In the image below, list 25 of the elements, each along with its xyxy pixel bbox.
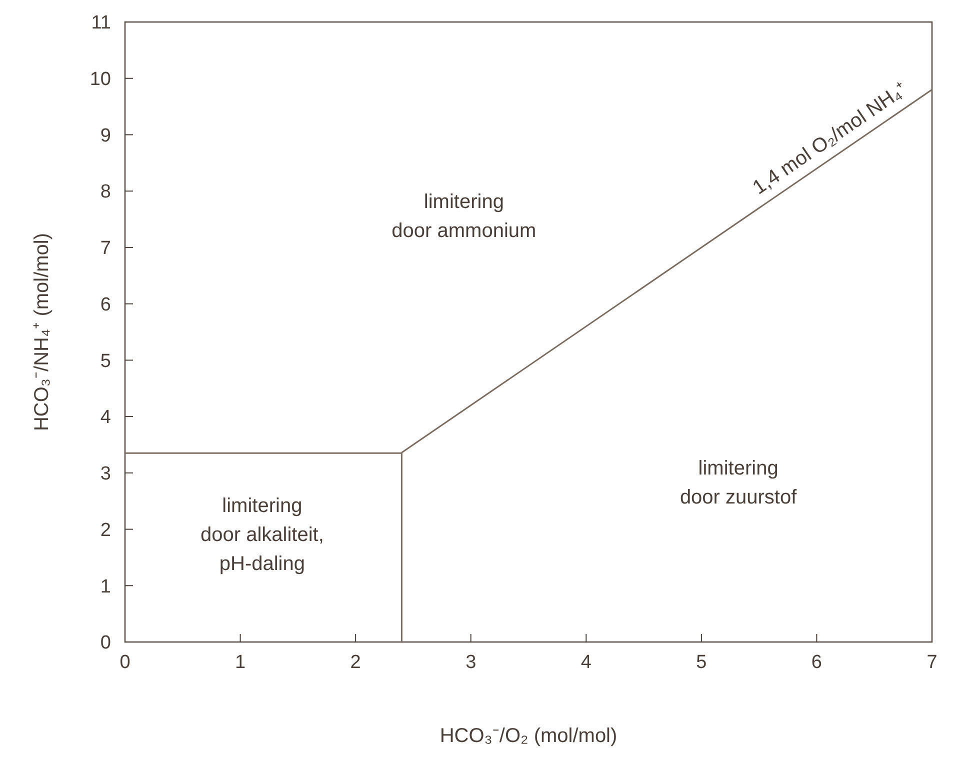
y-tick-label: 11 xyxy=(91,12,111,34)
y-tick-label: 8 xyxy=(100,182,111,203)
y-tick-label: 1 xyxy=(100,576,111,598)
x-tick-label: 4 xyxy=(580,652,592,673)
annotation: limitering door alkaliteit, pH-daling xyxy=(200,494,324,575)
y-tick-label: 5 xyxy=(100,350,111,372)
y-axis-title: HCO₃⁻/NH₄⁺ (mol/mol) xyxy=(31,232,53,432)
y-tick-label: 2 xyxy=(100,520,111,541)
x-tick-label: 6 xyxy=(811,652,822,673)
x-tick-label: 3 xyxy=(466,652,476,673)
y-tick-label: 3 xyxy=(100,464,111,485)
y-tick-label: 0 xyxy=(100,632,111,654)
annotation: limitering door ammonium xyxy=(392,191,536,242)
y-tick-label: 6 xyxy=(100,294,111,316)
annotation: limitering door zuurstof xyxy=(680,458,798,509)
x-tick-label: 1 xyxy=(234,652,246,673)
x-axis-title: HCO₃⁻/O₂ (mol/mol) xyxy=(440,725,618,747)
y-tick-label: 4 xyxy=(100,407,112,428)
x-tick-label: 7 xyxy=(926,652,938,673)
y-tick-label: 9 xyxy=(100,125,111,146)
y-tick-label: 10 xyxy=(90,69,111,90)
x-tick-label: 0 xyxy=(120,652,130,673)
x-tick-label: 5 xyxy=(696,652,707,673)
x-tick-label: 2 xyxy=(350,652,361,673)
y-tick-label: 7 xyxy=(100,238,111,260)
